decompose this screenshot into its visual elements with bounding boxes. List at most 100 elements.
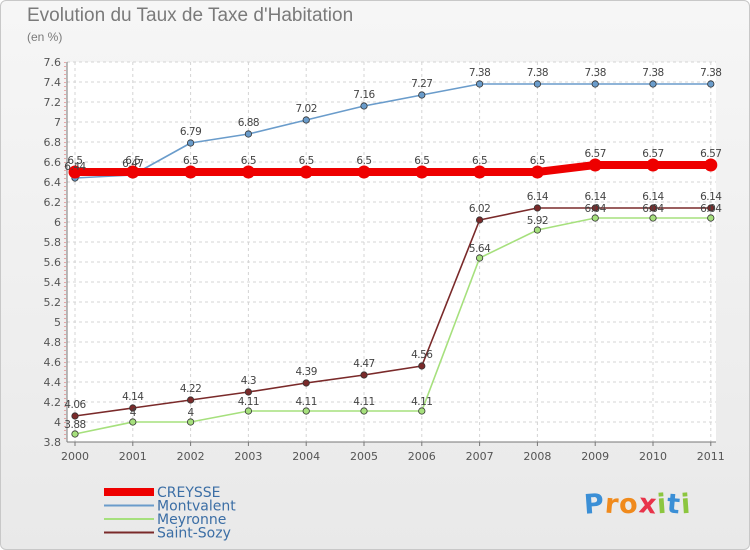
data-point	[415, 165, 429, 179]
data-point	[360, 371, 368, 379]
data-point	[71, 430, 79, 438]
data-label: 4.22	[180, 383, 201, 395]
data-label: 4	[188, 407, 195, 419]
y-tick-label: 6.4	[44, 176, 62, 189]
y-tick-label: 3.8	[44, 436, 62, 449]
data-point	[475, 216, 484, 224]
data-point	[187, 418, 195, 426]
series-saint-sozy	[71, 204, 715, 420]
data-label: 6.04	[642, 203, 664, 215]
data-label: 6.5	[183, 155, 198, 167]
x-tick-label: 2005	[350, 450, 378, 463]
y-tick-label: 5.6	[44, 256, 62, 269]
data-point	[302, 116, 310, 124]
series-line	[71, 161, 715, 176]
data-point	[244, 130, 252, 138]
data-label: 6.5	[414, 155, 429, 167]
data-label: 3.88	[64, 419, 85, 431]
y-tick-label: 6.6	[44, 156, 62, 169]
x-tick-label: 2008	[523, 450, 551, 463]
y-tick-label: 4.4	[44, 376, 62, 389]
series-creysse	[68, 158, 718, 179]
y-tick-label: 5.2	[44, 296, 62, 309]
grid-layer	[67, 61, 716, 443]
y-tick-label: 7.4	[44, 76, 62, 89]
series-line	[74, 83, 712, 179]
data-label: 4.3	[241, 375, 256, 387]
data-label: 5.92	[527, 215, 548, 227]
data-label: 4.11	[411, 396, 432, 408]
data-point	[357, 165, 371, 179]
data-point	[704, 158, 718, 172]
y-tick-label: 4	[54, 416, 61, 429]
x-tick-label: 2009	[581, 450, 609, 463]
y-tick-label: 5.8	[44, 236, 62, 249]
data-point	[591, 214, 599, 222]
series-line	[74, 207, 712, 417]
data-label: 6.5	[241, 155, 256, 167]
data-point	[588, 158, 602, 172]
data-label: 7.38	[642, 67, 663, 79]
data-point	[126, 165, 140, 179]
chart-title: Evolution du Taux de Taxe d'Habitation	[27, 5, 354, 26]
data-label: 4.11	[296, 396, 317, 408]
data-label: 6.5	[67, 155, 82, 167]
data-point	[302, 379, 310, 387]
data-label: 6.47	[122, 158, 143, 170]
data-point	[649, 80, 657, 88]
y-tick-label: 7	[54, 116, 61, 129]
data-label: 6.14	[585, 191, 607, 203]
legend-label: Montvalent	[157, 499, 236, 515]
data-label: 6.57	[585, 148, 606, 160]
x-tick-label: 2010	[639, 450, 667, 463]
x-tick-label: 2002	[177, 450, 205, 463]
legend-label: CREYSSE	[157, 485, 221, 501]
y-tick-label: 5	[54, 316, 61, 329]
data-label: 6.5	[472, 155, 487, 167]
data-point	[68, 165, 82, 179]
data-label: 4.39	[296, 366, 317, 378]
data-point	[649, 204, 657, 212]
data-point	[418, 91, 426, 99]
data-point	[244, 407, 252, 415]
x-tick-label: 2011	[697, 450, 725, 463]
y-tick-label: 6.2	[44, 196, 62, 209]
data-point	[360, 407, 368, 415]
data-label: 7.38	[469, 67, 490, 79]
data-point	[184, 165, 198, 179]
y-tick-label: 4.8	[44, 336, 62, 349]
data-point	[707, 80, 715, 88]
data-label: 6.04	[585, 203, 607, 215]
data-label: 6.79	[180, 126, 201, 138]
proxiti-logo: Proxiti	[583, 488, 693, 521]
data-point	[299, 165, 313, 179]
data-point	[418, 407, 426, 415]
data-point	[591, 80, 599, 88]
data-label: 7.38	[527, 67, 548, 79]
data-point	[244, 388, 252, 396]
legend-item: Meyronne	[104, 512, 226, 528]
data-label: 6.57	[700, 148, 721, 160]
data-point	[533, 80, 542, 88]
data-label: 7.38	[585, 67, 606, 79]
data-label: 7.16	[353, 89, 375, 101]
data-point	[530, 165, 544, 179]
series-line	[74, 217, 712, 435]
data-label: 6.5	[125, 155, 140, 167]
data-point	[129, 418, 137, 426]
data-label: 6.88	[238, 117, 259, 129]
data-label: 4.11	[238, 396, 259, 408]
data-label: 7.38	[700, 67, 721, 79]
y-tick-label: 7.6	[44, 56, 62, 69]
data-point	[591, 204, 599, 212]
data-label: 4.11	[353, 396, 374, 408]
data-point	[129, 404, 137, 412]
x-tick-label: 2000	[61, 450, 89, 463]
data-label: 6.5	[299, 155, 314, 167]
legend-item: Montvalent	[104, 499, 236, 515]
data-point	[707, 214, 715, 222]
logo-letter: o	[618, 488, 640, 521]
legend-label: Meyronne	[157, 512, 226, 528]
series-meyronne	[71, 214, 715, 438]
